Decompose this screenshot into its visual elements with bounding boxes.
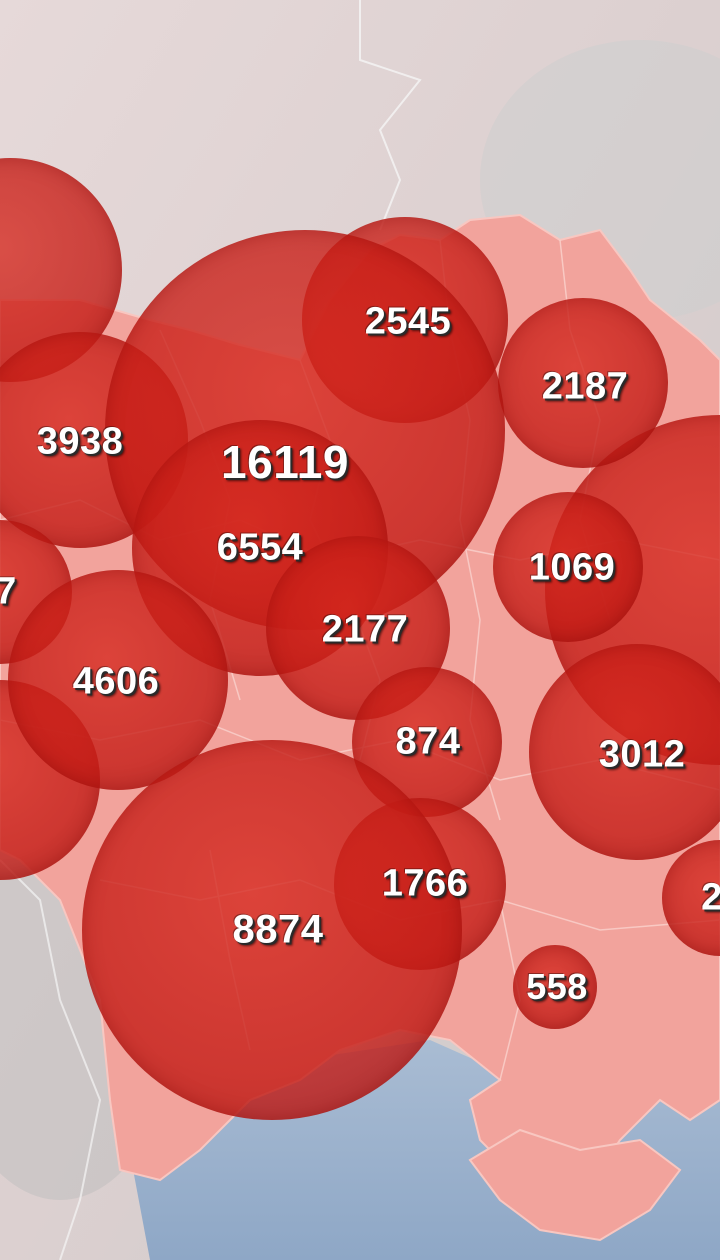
region-value-label: 3012	[598, 733, 686, 776]
region-value-label: 558	[526, 966, 588, 1007]
region-bubble	[493, 492, 643, 642]
region-value-label: 874	[395, 720, 461, 763]
outer-border	[359, 0, 422, 231]
region-value-label: 2545	[364, 300, 452, 343]
outer-border	[0, 859, 102, 1260]
region-value-label: 2177	[321, 608, 409, 651]
region-value-label: 16119	[221, 436, 349, 488]
peninsula-shape	[468, 1128, 682, 1242]
region-bubble	[498, 298, 668, 468]
region-value-label: 2	[701, 876, 720, 919]
region-value-label: 6554	[216, 526, 304, 569]
region-value-label: 4606	[72, 660, 160, 703]
region-bubble	[82, 740, 462, 1120]
region-value-label: 2187	[541, 365, 629, 408]
region-value-label: 7	[0, 570, 17, 613]
region-value-label: 1069	[528, 546, 616, 589]
region-bubble	[529, 644, 720, 860]
region-value-label: 1766	[381, 862, 469, 905]
region-bubble	[513, 945, 597, 1029]
region-bubble	[8, 570, 228, 790]
region-value-label: 3938	[36, 420, 124, 463]
region-value-label: 8874	[232, 907, 324, 952]
